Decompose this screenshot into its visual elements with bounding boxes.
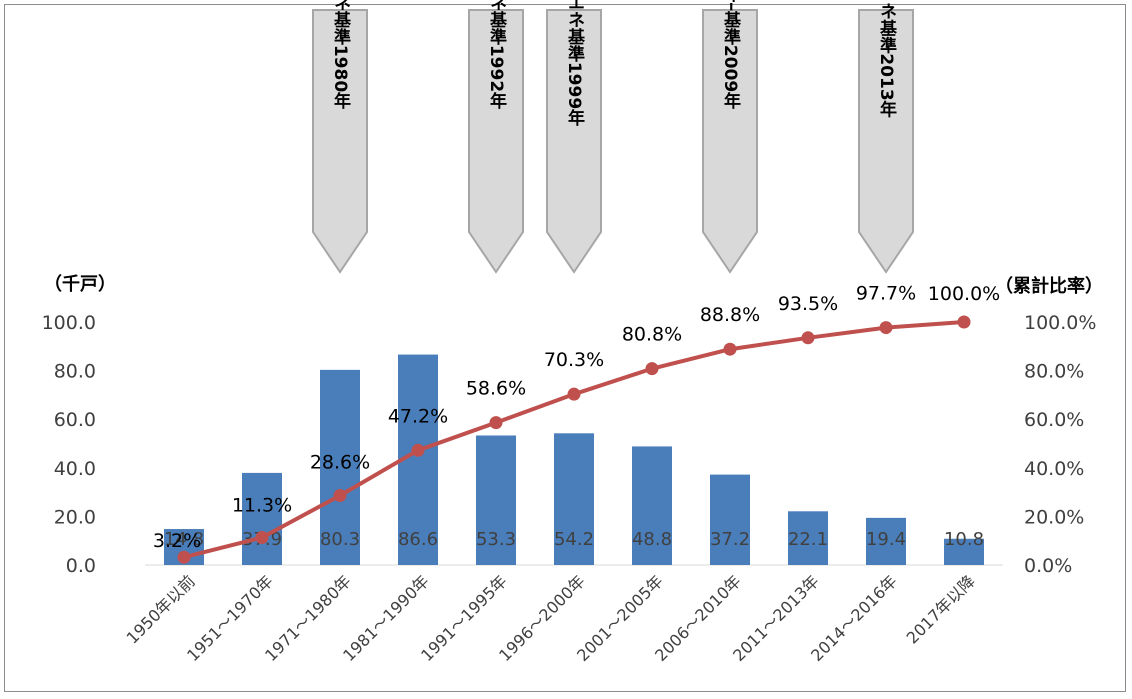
line-data-label: 3.2% [153,530,201,552]
line-data-label: 47.2% [388,405,448,427]
bar-data-label: 22.1 [788,529,828,550]
line-data-label: 88.8% [700,304,760,326]
x-category-label: 1950年以前 [123,571,199,647]
y-right-tick-label: 0.0% [1024,555,1072,577]
bar-data-label: 80.3 [320,529,360,550]
bar [710,474,750,565]
callout-label: 改正省エネ基準2013年 [876,0,898,119]
y-left-tick-label: 80.0 [54,361,96,383]
y-left-tick-label: 20.0 [54,506,96,528]
bar-data-label: 86.6 [398,529,438,550]
y-left-tick-label: 100.0 [42,312,96,334]
bar [320,369,360,565]
line-data-label: 11.3% [232,495,292,517]
line-point [801,331,815,345]
line-point [255,531,269,545]
line-data-label: 28.6% [310,452,370,474]
line-point [333,489,347,503]
callout-label: 次世代省エネ基準1999年 [564,0,586,127]
y-right-tick-label: 40.0% [1024,458,1084,480]
line-point [723,342,737,356]
line-data-label: 58.6% [466,378,526,400]
standard-callout [546,9,602,274]
y-right-tick-label: 20.0% [1024,506,1084,528]
bar [554,433,594,565]
bar-data-label: 14.8 [164,529,204,550]
bar [632,446,672,565]
y-right-tick-label: 60.0% [1024,409,1084,431]
standard-callout [702,9,758,274]
standard-callout [312,9,368,274]
line-point [879,321,893,335]
bar-data-label: 54.2 [554,529,594,550]
y-left-unit-label: （千戸） [44,274,116,295]
bar-data-label: 53.3 [476,529,516,550]
bar-data-label: 10.8 [944,529,984,550]
line-data-label: 80.8% [622,324,682,346]
callout-label: ﾄｯﾌﾟﾗﾝﾅｰ基準2009年 [720,0,742,110]
y-right-tick-label: 100.0% [1024,312,1096,334]
bar [476,435,516,565]
standard-callout [858,9,914,274]
x-category-label: 2017年以降 [903,571,979,647]
bar-data-label: 48.8 [632,529,672,550]
line-point [645,362,659,376]
line-data-label: 100.0% [928,283,1000,305]
bar-data-label: 37.2 [710,529,750,550]
line-point [567,387,581,401]
line-point [177,550,191,564]
callout-label: 旧省エネ基準1980年 [330,0,352,110]
bar-data-label: 19.4 [866,529,906,550]
y-left-tick-label: 0.0 [66,555,96,577]
line-point [489,416,503,430]
line-data-label: 93.5% [778,293,838,315]
callout-label: 新省エネ基準1992年 [486,0,508,110]
line-point [411,443,425,457]
line-data-label: 97.7% [856,283,916,305]
bar [866,517,906,565]
y-left-tick-label: 40.0 [54,458,96,480]
line-data-label: 70.3% [544,349,604,371]
y-left-tick-label: 60.0 [54,409,96,431]
y-right-tick-label: 80.0% [1024,361,1084,383]
line-point [957,315,971,329]
bar [242,472,282,565]
bar [944,538,984,565]
bar [788,511,828,565]
y-right-unit-label: （累計比率） [995,275,1103,297]
standard-callout [468,9,524,274]
